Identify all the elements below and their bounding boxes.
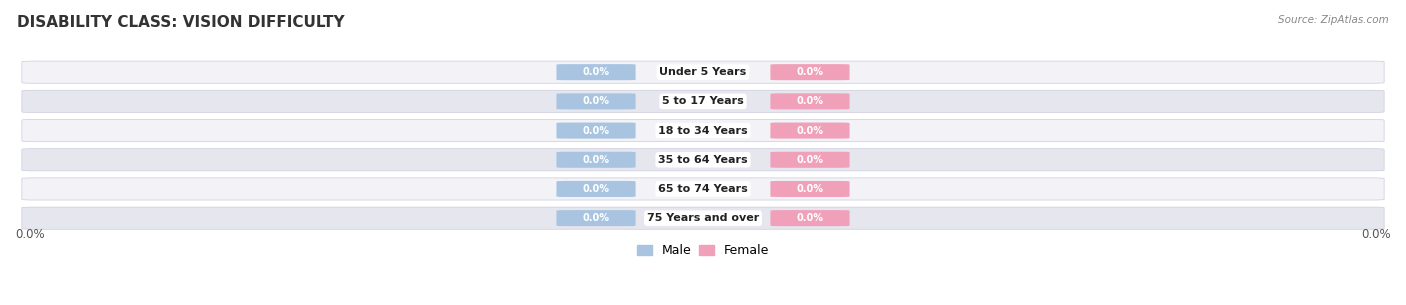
Text: 0.0%: 0.0% xyxy=(582,67,610,77)
Text: Source: ZipAtlas.com: Source: ZipAtlas.com xyxy=(1278,15,1389,25)
Text: 0.0%: 0.0% xyxy=(15,228,45,241)
FancyBboxPatch shape xyxy=(557,152,636,168)
Text: 0.0%: 0.0% xyxy=(796,67,824,77)
FancyBboxPatch shape xyxy=(557,93,636,109)
Text: 5 to 17 Years: 5 to 17 Years xyxy=(662,96,744,106)
FancyBboxPatch shape xyxy=(770,64,849,80)
FancyBboxPatch shape xyxy=(770,181,849,197)
FancyBboxPatch shape xyxy=(22,120,1384,142)
Text: 0.0%: 0.0% xyxy=(796,126,824,135)
FancyBboxPatch shape xyxy=(557,123,636,138)
Text: Under 5 Years: Under 5 Years xyxy=(659,67,747,77)
Text: 0.0%: 0.0% xyxy=(796,96,824,106)
Text: 65 to 74 Years: 65 to 74 Years xyxy=(658,184,748,194)
Text: 0.0%: 0.0% xyxy=(796,184,824,194)
FancyBboxPatch shape xyxy=(770,123,849,138)
FancyBboxPatch shape xyxy=(770,210,849,226)
FancyBboxPatch shape xyxy=(557,64,636,80)
Text: 0.0%: 0.0% xyxy=(796,155,824,165)
Text: 0.0%: 0.0% xyxy=(582,155,610,165)
Text: 0.0%: 0.0% xyxy=(582,96,610,106)
FancyBboxPatch shape xyxy=(22,149,1384,171)
FancyBboxPatch shape xyxy=(557,210,636,226)
Text: 18 to 34 Years: 18 to 34 Years xyxy=(658,126,748,135)
Text: 0.0%: 0.0% xyxy=(582,213,610,223)
Text: 0.0%: 0.0% xyxy=(1361,228,1391,241)
Text: 0.0%: 0.0% xyxy=(582,126,610,135)
FancyBboxPatch shape xyxy=(557,181,636,197)
Text: 35 to 64 Years: 35 to 64 Years xyxy=(658,155,748,165)
FancyBboxPatch shape xyxy=(22,90,1384,113)
FancyBboxPatch shape xyxy=(22,178,1384,200)
Text: DISABILITY CLASS: VISION DIFFICULTY: DISABILITY CLASS: VISION DIFFICULTY xyxy=(17,15,344,30)
Text: 75 Years and over: 75 Years and over xyxy=(647,213,759,223)
Legend: Male, Female: Male, Female xyxy=(631,239,775,262)
FancyBboxPatch shape xyxy=(770,93,849,109)
FancyBboxPatch shape xyxy=(22,207,1384,229)
FancyBboxPatch shape xyxy=(22,61,1384,83)
Text: 0.0%: 0.0% xyxy=(582,184,610,194)
FancyBboxPatch shape xyxy=(770,152,849,168)
Text: 0.0%: 0.0% xyxy=(796,213,824,223)
